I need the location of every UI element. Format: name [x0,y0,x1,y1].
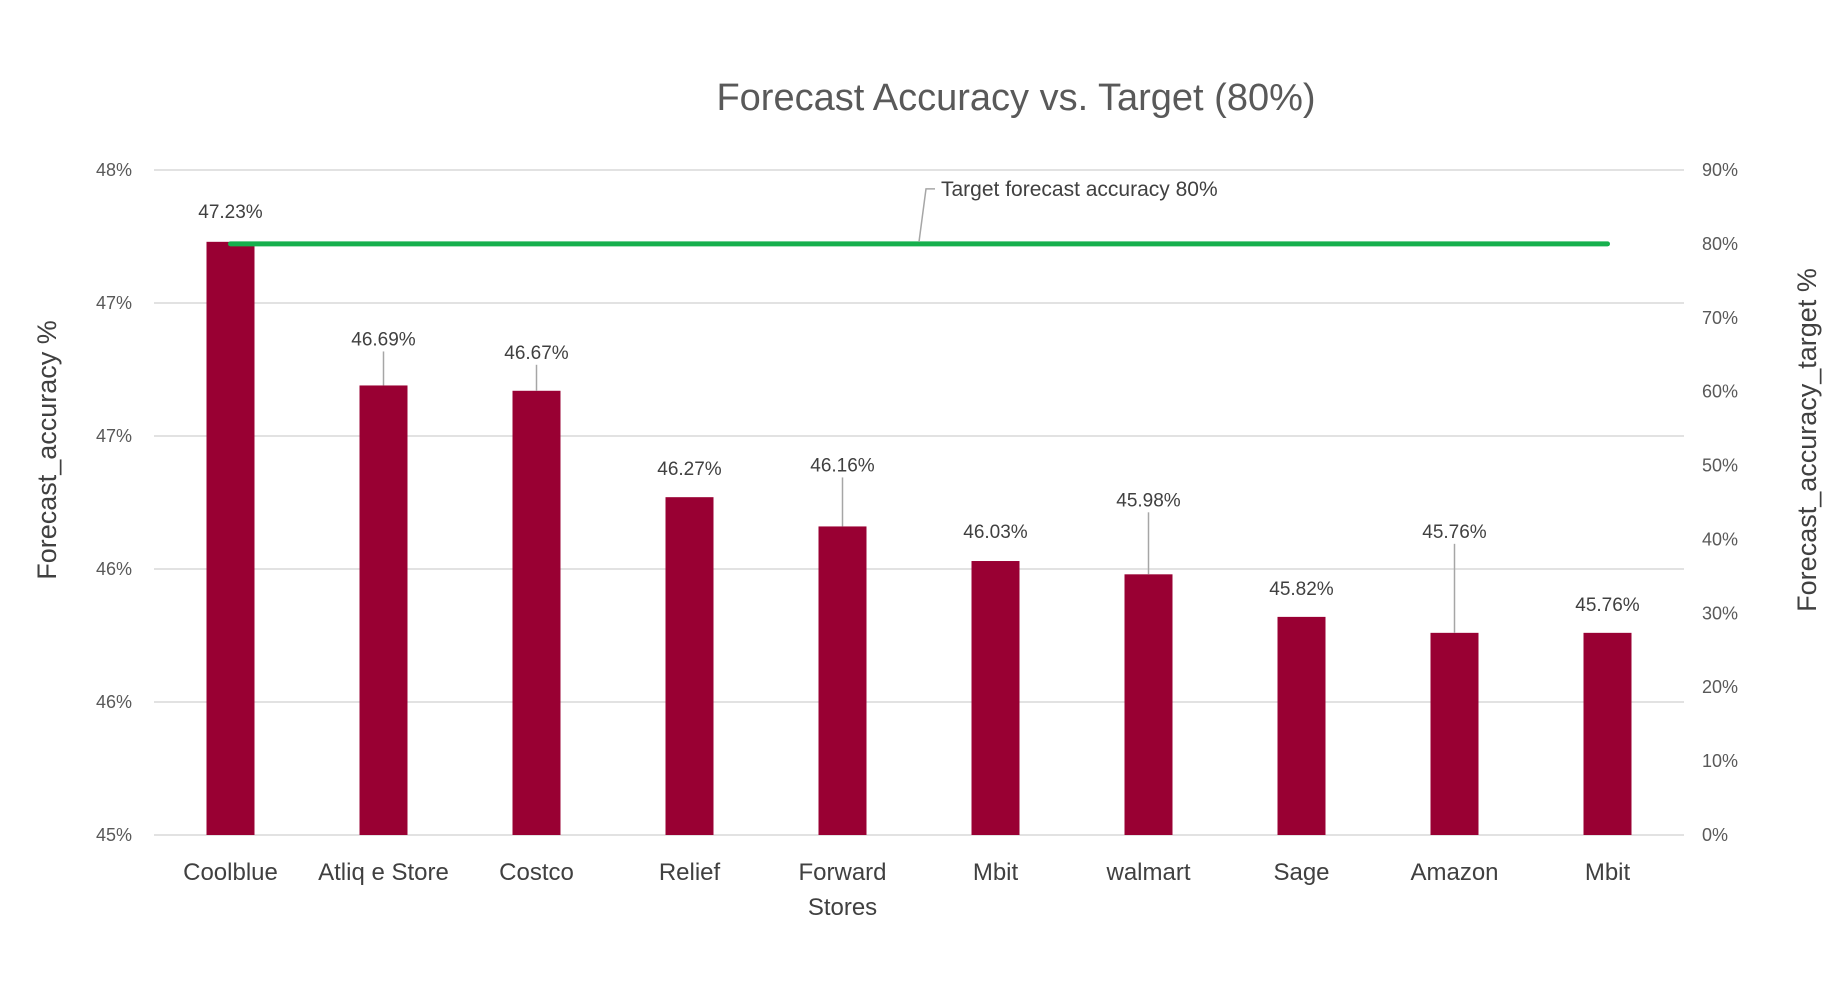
y2-tick-label: 80% [1702,234,1738,254]
chart-title: Forecast Accuracy vs. Target (80%) [716,77,1315,119]
bar [359,385,408,835]
y2-tick-label: 10% [1702,751,1738,771]
y2-tick-label: 70% [1702,308,1738,328]
bar [1124,574,1173,835]
y-tick-label: 46% [96,692,132,712]
y-tick-label: 47% [96,426,132,446]
y-axis-title: Forecast_accuracy % [32,320,62,580]
y2-tick-label: 50% [1702,456,1738,476]
x-tick-label: Coolblue [183,859,278,886]
data-labels: 47.23% 46.69% 46.67% 46.27% 46.16% 46.03% 45.9… [198,202,1640,633]
x-tick-label: Relief [659,859,721,886]
bar [665,497,714,835]
x-tick-label: Mbit [1585,859,1631,886]
gridlines [154,169,1684,836]
target-annotation: Target forecast accuracy 80% [941,178,1218,201]
x-tick-label: Costco [499,859,574,886]
y-tick-label: 48% [96,160,132,180]
target-annotation-leader [918,188,935,242]
data-label: 46.16% [810,455,875,476]
y2-tick-label: 40% [1702,529,1738,549]
y-tick-label: 45% [96,825,132,845]
x-tick-label: Sage [1273,859,1329,886]
data-label: 46.69% [351,329,416,350]
bar-series [206,241,1632,835]
x-tick-label: Atliq e Store [318,859,449,886]
bar [971,561,1020,835]
bar [206,241,255,835]
data-label: 45.82% [1269,579,1334,600]
x-tick-label: Forward [798,859,886,886]
bar [1277,616,1326,835]
y2-axis-title: Forecast_accuracy_target % [1792,268,1822,612]
data-label: 46.27% [657,459,722,480]
y2-tick-label: 0% [1702,825,1728,845]
y2-tick-label: 60% [1702,382,1738,402]
y2-tick-label: 30% [1702,603,1738,623]
x-tick-label: Mbit [973,859,1019,886]
data-label: 45.98% [1116,490,1181,511]
y-tick-label: 47% [96,293,132,313]
x-tick-label: Amazon [1410,859,1498,886]
bar [512,390,561,835]
y2-tick-label: 90% [1702,160,1738,180]
x-tick-label: walmart [1105,859,1190,886]
y2-tick-label: 20% [1702,677,1738,697]
target-series: Target forecast accuracy 80% [228,178,1610,247]
data-label: 45.76% [1575,595,1640,616]
data-label: 45.76% [1422,522,1487,543]
data-label: 47.23% [198,202,263,223]
data-label: 46.03% [963,522,1028,543]
y-tick-label: 46% [96,559,132,579]
bar [1583,632,1632,835]
bar [1430,632,1479,835]
x-tick-label: Stores [808,894,877,921]
axes: 45% 46% 46% 47% 47% 48% 0% 10% 20% 30% 40% 50% 60% 70… [96,160,1738,921]
bar [818,526,867,835]
data-label: 46.67% [504,343,569,364]
